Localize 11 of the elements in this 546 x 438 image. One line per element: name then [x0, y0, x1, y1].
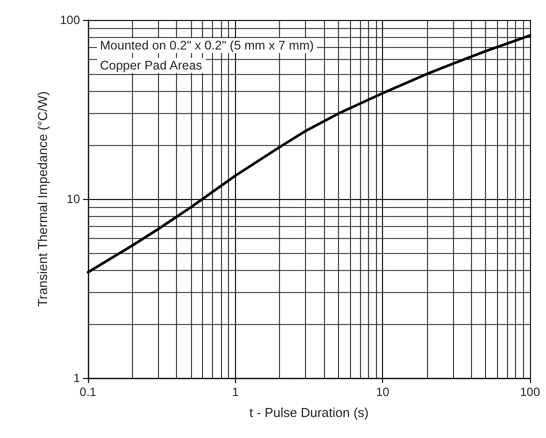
annotation: Mounted on 0.2" x 0.2" (5 mm x 7 mm) [100, 38, 314, 52]
x-tick-label: 100 [520, 385, 540, 399]
y-tick-label: 10 [66, 192, 80, 206]
x-axis-title: t - Pulse Duration (s) [249, 405, 369, 420]
x-tick-label: 10 [376, 385, 390, 399]
y-tick-label: 1 [73, 371, 80, 385]
annotation: Copper Pad Areas [100, 58, 202, 72]
y-axis-title: Transient Thermal Impedance (°C/W) [35, 91, 50, 307]
x-tick-label: 1 [232, 385, 239, 399]
y-tick-label: 100 [60, 13, 80, 27]
x-tick-label: 0.1 [80, 385, 97, 399]
